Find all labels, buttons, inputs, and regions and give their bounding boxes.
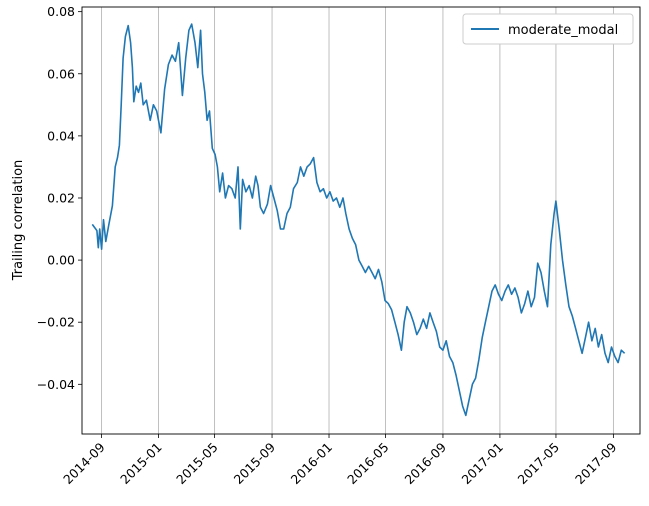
y-tick-label-4: 0.00 [47,253,75,268]
y-tick-label-5: −0.02 [37,315,75,330]
x-tick-label-3: 2015-09 [231,439,279,487]
y-tick-label-6: −0.04 [37,377,75,392]
legend-label-moderate-modal: moderate_modal [508,23,618,38]
x-tick-label-6: 2016-09 [402,439,450,487]
y-tick-label-3: 0.02 [47,190,75,205]
x-tick-label-7: 2017-01 [458,440,506,488]
x-tick-label-4: 2016-01 [288,440,336,488]
plot-area-frame [81,6,641,435]
y-tick-label-1: 0.06 [47,66,75,81]
y-tick-label-0: 0.08 [47,4,75,19]
x-tick-label-1: 2015-01 [117,440,165,488]
x-tick-label-5: 2016-05 [344,440,392,488]
x-tick-label-9: 2017-09 [572,439,620,487]
grid-lines [101,7,614,434]
legend-box [462,13,634,45]
y-axis-label: Trailing correlation [11,160,26,282]
series-layer [91,23,626,417]
legend: moderate_modal [462,13,634,45]
series-line-moderate-modal [91,23,626,417]
y-axis: 0.08 0.06 0.04 0.02 0.00 −0.02 −0.04 [37,4,82,392]
x-tick-label-0: 2014-09 [60,439,108,487]
x-tick-label-2: 2015-05 [173,440,221,488]
x-axis: 2014-09 2015-01 2015-05 2015-09 2016-01 2016-… [60,434,620,488]
y-tick-label-2: 0.04 [47,128,75,143]
x-tick-label-8: 2017-05 [515,440,563,488]
